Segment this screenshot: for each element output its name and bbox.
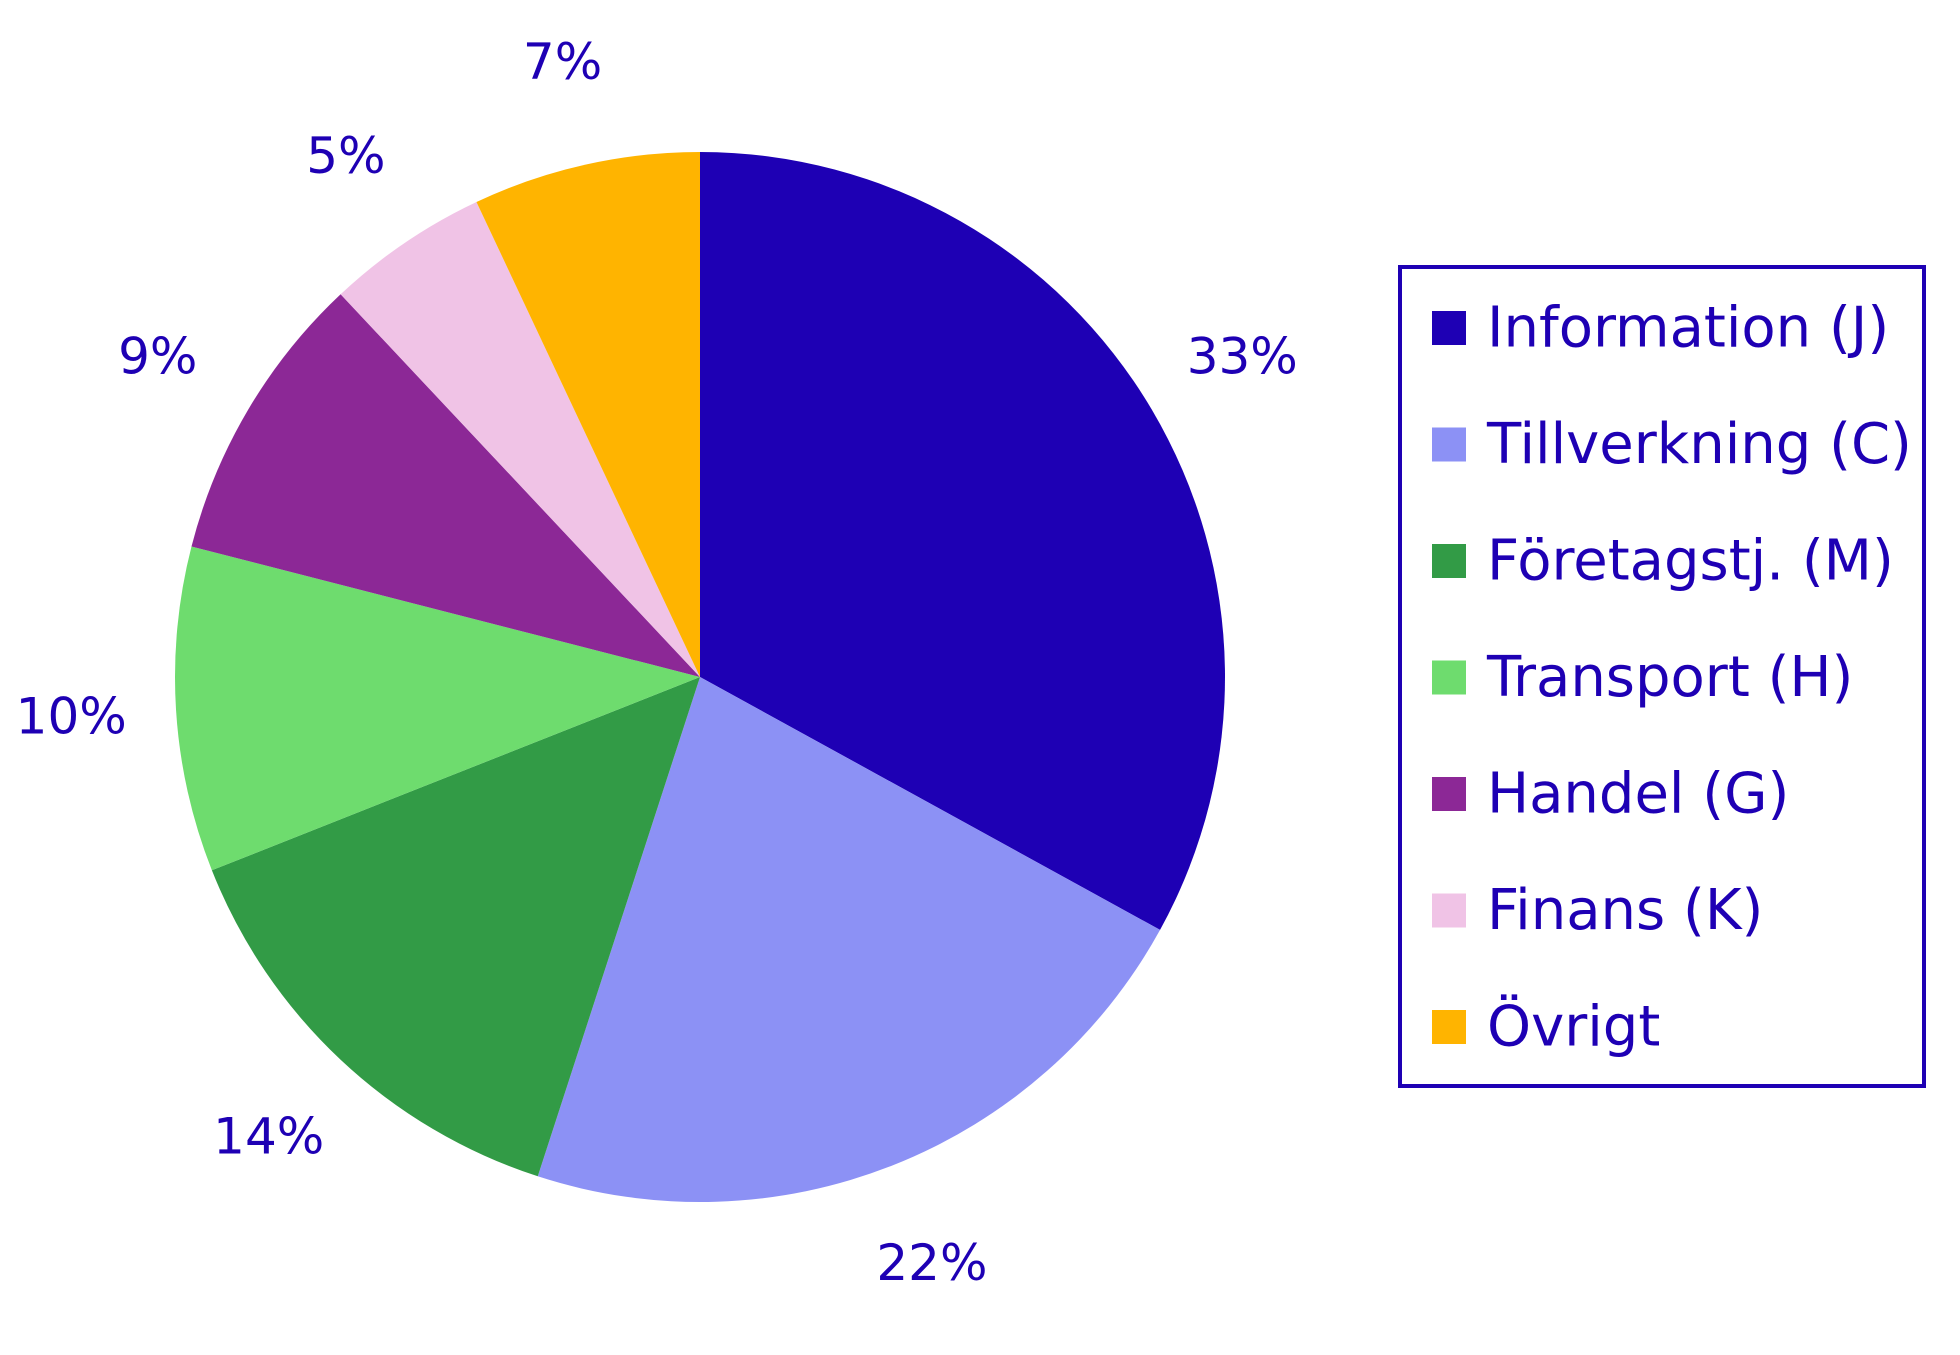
legend-swatch-information-j — [1432, 311, 1466, 345]
pie-slice-foretagstj-m — [211, 677, 700, 1177]
legend-items: Information (J) Tillverkning (C) Företagst… — [1432, 296, 1912, 1060]
legend-swatch-finans-k — [1432, 893, 1466, 928]
slice-label-ovrigt: 7% — [523, 33, 602, 91]
legend-swatch-tillverkning-c — [1432, 427, 1466, 462]
slice-label-transport-h: 10% — [16, 688, 127, 746]
percent-labels: 33% 22% 14% 10% 9% 5% 7% — [16, 33, 1298, 1292]
legend-label-ovrigt: Övrigt — [1487, 995, 1660, 1060]
legend-label-transport-h: Transport (H) — [1486, 645, 1853, 710]
legend-swatch-foretagstj-m — [1432, 544, 1466, 578]
legend-frame — [1398, 265, 1926, 1088]
slice-label-information-j: 33% — [1187, 327, 1298, 385]
legend-swatch-transport-h — [1432, 660, 1466, 695]
pie-slice-information-j — [700, 152, 1225, 930]
pie-slices — [174, 152, 1225, 1202]
legend-label-tillverkning-c: Tillverkning (C) — [1486, 412, 1912, 477]
legend-label-handel-g: Handel (G) — [1487, 762, 1789, 827]
slice-label-finans-k: 5% — [306, 127, 385, 185]
slice-label-handel-g: 9% — [118, 327, 197, 385]
pie-slice-handel-g — [191, 294, 700, 677]
pie-slice-transport-h — [174, 546, 700, 871]
slice-label-foretagstj-m: 14% — [213, 1107, 324, 1165]
pie-slice-tillverkning-c — [537, 677, 1161, 1202]
legend-label-information-j: Information (J) — [1487, 296, 1889, 361]
legend-label-finans-k: Finans (K) — [1487, 878, 1763, 943]
slice-label-tillverkning-c: 22% — [876, 1234, 987, 1292]
legend: Information (J) Tillverkning (C) Företagst… — [1398, 265, 1926, 1088]
legend-swatch-handel-g — [1432, 777, 1466, 811]
legend-label-foretagstj-m: Företagstj. (M) — [1487, 529, 1894, 594]
pie-slice-ovrigt — [476, 152, 700, 677]
legend-swatch-ovrigt — [1432, 1010, 1466, 1044]
pie-slice-finans-k — [340, 201, 700, 677]
